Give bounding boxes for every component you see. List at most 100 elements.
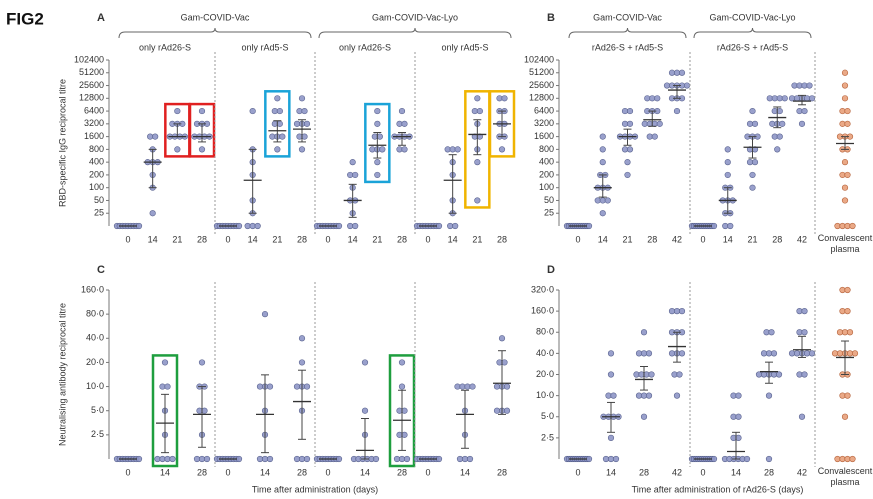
group-label: only rAd26-S: [139, 42, 191, 52]
panel-label: A: [97, 12, 105, 24]
y-tick-label: 5·0: [91, 405, 104, 415]
section-label: Gam-COVID-Vac: [181, 12, 250, 22]
x-tick-label: 14: [460, 467, 470, 477]
figure-label: FIG2: [6, 9, 44, 28]
data-point: [303, 120, 311, 127]
data-point: [801, 329, 808, 336]
data-point: [846, 329, 854, 336]
x-tick-label: 14: [360, 467, 370, 477]
highlight-box: [388, 354, 416, 468]
x-tick-label: 14: [598, 234, 608, 244]
data-point: [735, 392, 742, 399]
y-tick-label: 6400: [534, 105, 554, 115]
x-tick-label: 21: [622, 234, 632, 244]
data-point: [374, 159, 381, 166]
data-point: [503, 383, 511, 390]
data-point: [607, 434, 615, 441]
y-axis-label: Neutralising antibody reciprocal titre: [57, 303, 67, 446]
data-point: [352, 222, 359, 230]
x-tick-label: 21: [747, 234, 757, 244]
data-point: [169, 455, 176, 463]
data-point: [710, 222, 718, 230]
data-point: [249, 107, 256, 115]
group-label: only rAd5-S: [241, 42, 288, 52]
data-point: [841, 69, 849, 76]
data-point: [844, 286, 851, 294]
data-point: [403, 455, 411, 463]
highlight-box: [364, 102, 391, 184]
data-point: [174, 107, 181, 115]
data-point: [161, 359, 169, 366]
x-tick-label: 0: [125, 467, 130, 477]
highlight-box: [264, 90, 291, 158]
data-point: [298, 335, 306, 342]
group-label: rAd26-S + rAd5-S: [717, 42, 788, 52]
section-label: Gam-COVID-Vac-Lyo: [709, 12, 795, 22]
data-point: [749, 184, 756, 191]
data-point: [626, 120, 634, 127]
x-tick-label: 21: [172, 234, 182, 244]
y-tick-label: 800: [539, 144, 554, 154]
data-point: [844, 171, 851, 179]
data-point: [376, 133, 383, 140]
data-point: [765, 392, 773, 399]
x-tick-label: 21: [372, 234, 382, 244]
data-point: [749, 171, 756, 179]
x-tick-label: 0: [225, 234, 230, 244]
x-tick-label: 28: [397, 234, 407, 244]
x-tick-label: 42: [797, 467, 807, 477]
data-point: [806, 82, 813, 89]
x-tick-label: 28: [497, 234, 507, 244]
y-tick-label: 12800: [529, 93, 554, 103]
data-point: [599, 146, 606, 153]
y-tick-label: 20·0: [86, 357, 104, 367]
y-tick-label: 200: [539, 169, 554, 179]
y-axis-label: RBD-specific IgG reciprocal titre: [57, 79, 67, 207]
data-point: [640, 413, 648, 420]
section-label: Gam-COVID-Vac-Lyo: [372, 12, 458, 22]
data-point: [683, 82, 691, 89]
x-tick-label: 21: [472, 234, 482, 244]
section-bracket: [318, 27, 512, 39]
section-bracket: [568, 27, 687, 39]
x-tick-label: 28: [772, 234, 782, 244]
data-point: [651, 133, 658, 140]
section-bracket: [693, 27, 812, 39]
y-tick-label: 200: [89, 169, 104, 179]
data-point: [254, 222, 261, 230]
y-tick-label: 51200: [79, 67, 104, 77]
data-point: [765, 455, 773, 463]
panel-label: D: [547, 264, 555, 276]
data-point: [724, 146, 731, 153]
x-tick-label: 0: [575, 234, 580, 244]
data-point: [607, 371, 615, 378]
y-tick-label: 3200: [84, 118, 104, 128]
x-axis-label: Time after administration of rAd26-S (da…: [632, 484, 804, 494]
data-point: [841, 82, 849, 89]
data-point: [135, 222, 143, 230]
data-point: [474, 159, 481, 166]
data-point: [808, 95, 816, 102]
data-point: [274, 146, 281, 153]
data-point: [235, 455, 243, 463]
data-point: [648, 371, 655, 378]
data-point: [476, 107, 483, 115]
data-point: [849, 455, 856, 463]
y-tick-label: 400: [539, 157, 554, 167]
data-point: [599, 133, 606, 140]
y-tick-label: 50: [94, 195, 104, 205]
data-point: [401, 146, 408, 153]
data-point: [454, 146, 461, 153]
data-point: [349, 159, 356, 166]
y-tick-label: 160·0: [81, 284, 104, 294]
data-point: [774, 146, 781, 153]
data-point: [303, 455, 311, 463]
data-point: [724, 159, 731, 166]
x-tick-label: 14: [260, 467, 270, 477]
y-tick-label: 102400: [74, 54, 104, 64]
data-point: [654, 95, 661, 102]
data-point: [751, 120, 759, 127]
x-tick-label: 14: [606, 467, 616, 477]
y-tick-label: 80·0: [86, 309, 104, 319]
